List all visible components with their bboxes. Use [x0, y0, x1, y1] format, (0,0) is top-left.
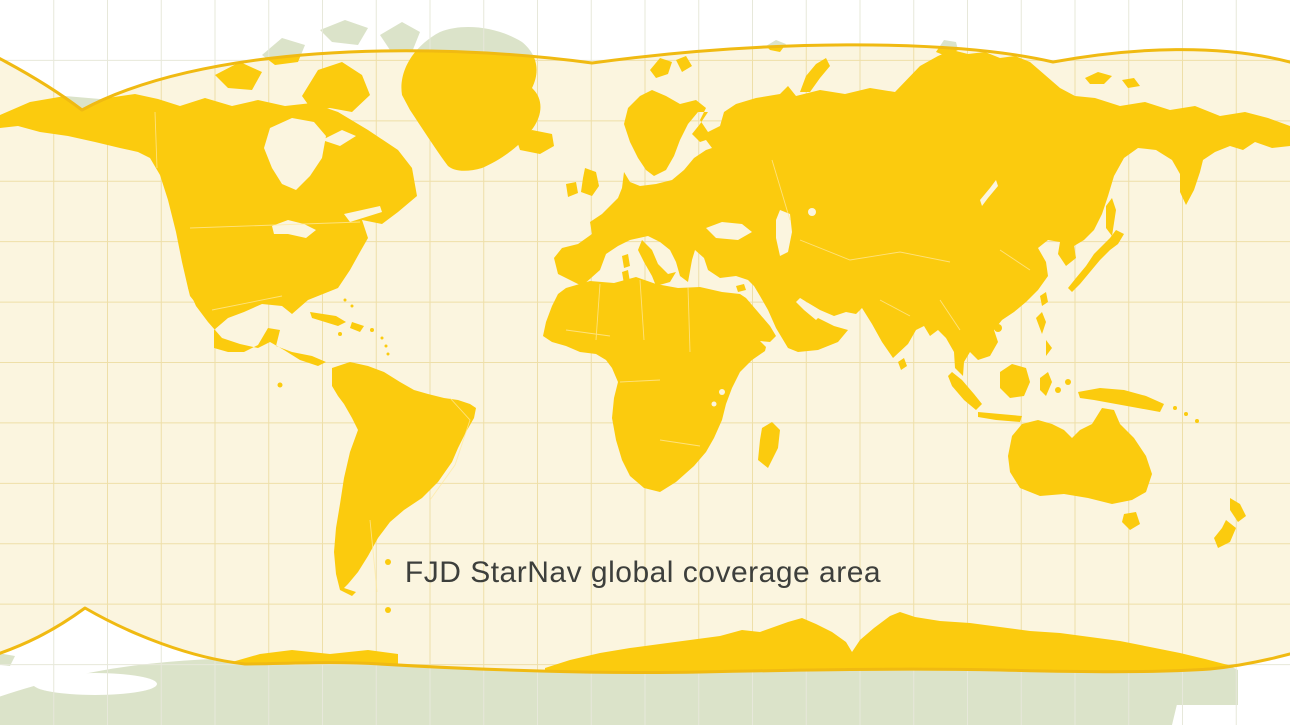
water-bodies [154, 111, 1031, 593]
ocean-white-patch [33, 673, 157, 695]
coverage-caption: FJD StarNav global coverage area [405, 556, 881, 589]
country-borders [154, 111, 1031, 593]
